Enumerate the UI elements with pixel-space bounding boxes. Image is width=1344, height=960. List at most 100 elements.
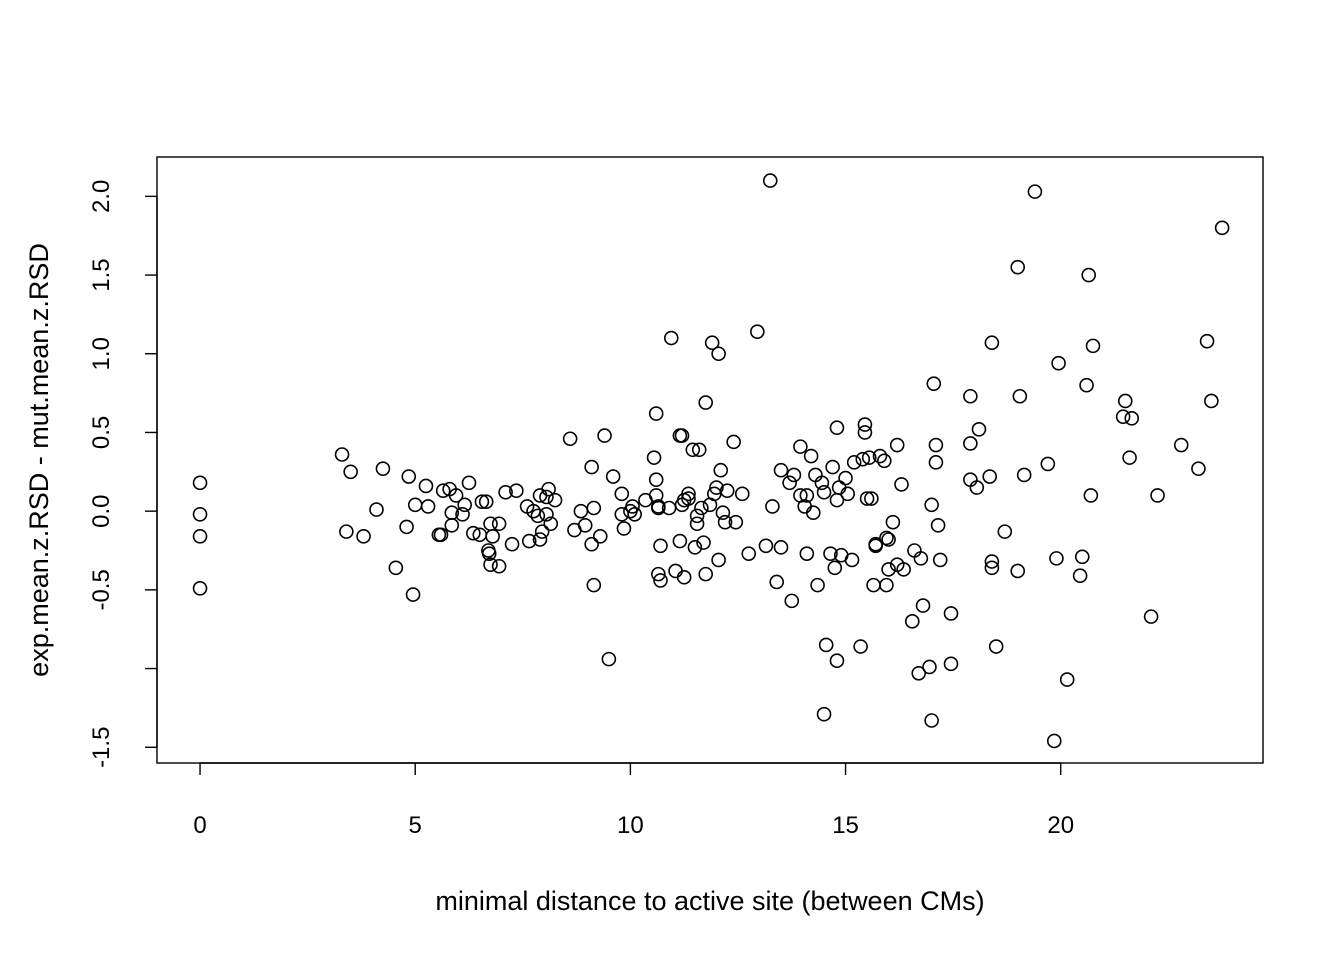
data-point xyxy=(485,529,500,544)
data-point xyxy=(466,525,481,541)
data-point xyxy=(648,472,664,487)
data-point xyxy=(711,552,726,568)
x-tick-label: 20 xyxy=(1047,812,1074,839)
data-point xyxy=(825,459,840,475)
data-point xyxy=(1016,467,1032,483)
data-point xyxy=(1214,220,1230,236)
data-point xyxy=(1072,568,1088,583)
data-point xyxy=(534,524,550,539)
data-point xyxy=(192,507,208,522)
data-point xyxy=(943,656,959,672)
data-point xyxy=(1081,267,1097,283)
data-point xyxy=(435,483,451,498)
data-point xyxy=(924,497,939,513)
data-point xyxy=(717,514,733,530)
y-tick-label: 1.0 xyxy=(88,337,115,370)
data-point xyxy=(773,462,789,478)
data-point xyxy=(405,587,421,602)
data-point xyxy=(704,335,720,351)
data-point xyxy=(1115,409,1131,425)
data-point xyxy=(846,455,862,470)
data-point xyxy=(866,577,881,593)
data-point xyxy=(928,437,944,453)
data-point xyxy=(356,529,371,544)
data-point xyxy=(1010,259,1026,275)
x-tick-label: 15 xyxy=(832,812,859,839)
data-point xyxy=(601,651,617,667)
data-point xyxy=(814,475,830,491)
data-point xyxy=(562,431,578,447)
data-point xyxy=(885,514,901,530)
data-point xyxy=(984,560,1000,576)
data-point xyxy=(687,540,703,555)
data-point xyxy=(803,448,819,464)
data-point xyxy=(1204,393,1219,409)
data-point xyxy=(799,488,815,503)
data-point xyxy=(681,486,696,502)
x-tick-label: 10 xyxy=(617,812,644,839)
data-point xyxy=(926,376,942,391)
data-point xyxy=(1117,393,1133,409)
data-point xyxy=(913,551,929,566)
data-point xyxy=(1046,733,1062,749)
data-point xyxy=(483,557,498,572)
data-point xyxy=(334,447,350,462)
data-point xyxy=(984,554,1000,569)
data-point xyxy=(762,173,778,188)
data-point xyxy=(530,508,546,524)
data-point xyxy=(868,538,883,554)
data-point xyxy=(1191,461,1206,476)
data-point xyxy=(651,500,666,516)
data-point xyxy=(672,533,688,549)
data-point xyxy=(932,552,948,568)
data-point xyxy=(192,580,208,596)
data-point xyxy=(651,566,666,582)
y-tick-label: 0.0 xyxy=(88,494,115,527)
data-point xyxy=(930,518,946,533)
y-tick-label: 2.0 xyxy=(88,180,115,213)
data-point xyxy=(448,488,464,503)
data-point xyxy=(433,527,449,543)
data-point xyxy=(1049,551,1064,566)
y-tick-label: -0.5 xyxy=(88,569,115,610)
data-point xyxy=(741,546,757,561)
data-point xyxy=(894,477,909,492)
data-point xyxy=(829,420,845,436)
data-point xyxy=(823,546,838,561)
data-point xyxy=(816,706,832,722)
data-point xyxy=(625,499,640,514)
data-point xyxy=(653,538,668,554)
data-point xyxy=(614,486,630,502)
data-point xyxy=(478,494,494,510)
data-point xyxy=(793,439,808,454)
data-point xyxy=(879,530,894,546)
data-point xyxy=(773,540,789,555)
data-point xyxy=(853,639,868,654)
data-point xyxy=(689,508,705,524)
data-point xyxy=(543,516,559,532)
data-point xyxy=(928,455,944,470)
data-point xyxy=(605,469,621,484)
data-point xyxy=(1173,437,1189,453)
data-point xyxy=(889,437,905,453)
data-point xyxy=(963,436,978,451)
data-point xyxy=(1051,355,1066,371)
data-point xyxy=(474,494,490,510)
data-point xyxy=(943,606,959,621)
data-point xyxy=(1040,456,1056,472)
data-point xyxy=(532,532,548,547)
data-point xyxy=(769,574,785,590)
data-point xyxy=(818,637,834,653)
data-point xyxy=(339,524,354,539)
y-axis-title: exp.mean.z.RSD - mut.mean.z.RSD xyxy=(24,243,54,677)
data-point xyxy=(879,577,894,593)
data-point xyxy=(988,639,1004,654)
plot-frame xyxy=(156,156,1264,764)
data-point xyxy=(1010,563,1026,579)
data-point xyxy=(681,491,696,506)
data-point xyxy=(584,459,599,475)
data-point xyxy=(782,475,797,491)
data-point xyxy=(904,614,920,629)
data-point xyxy=(674,428,690,443)
data-point xyxy=(969,480,985,495)
